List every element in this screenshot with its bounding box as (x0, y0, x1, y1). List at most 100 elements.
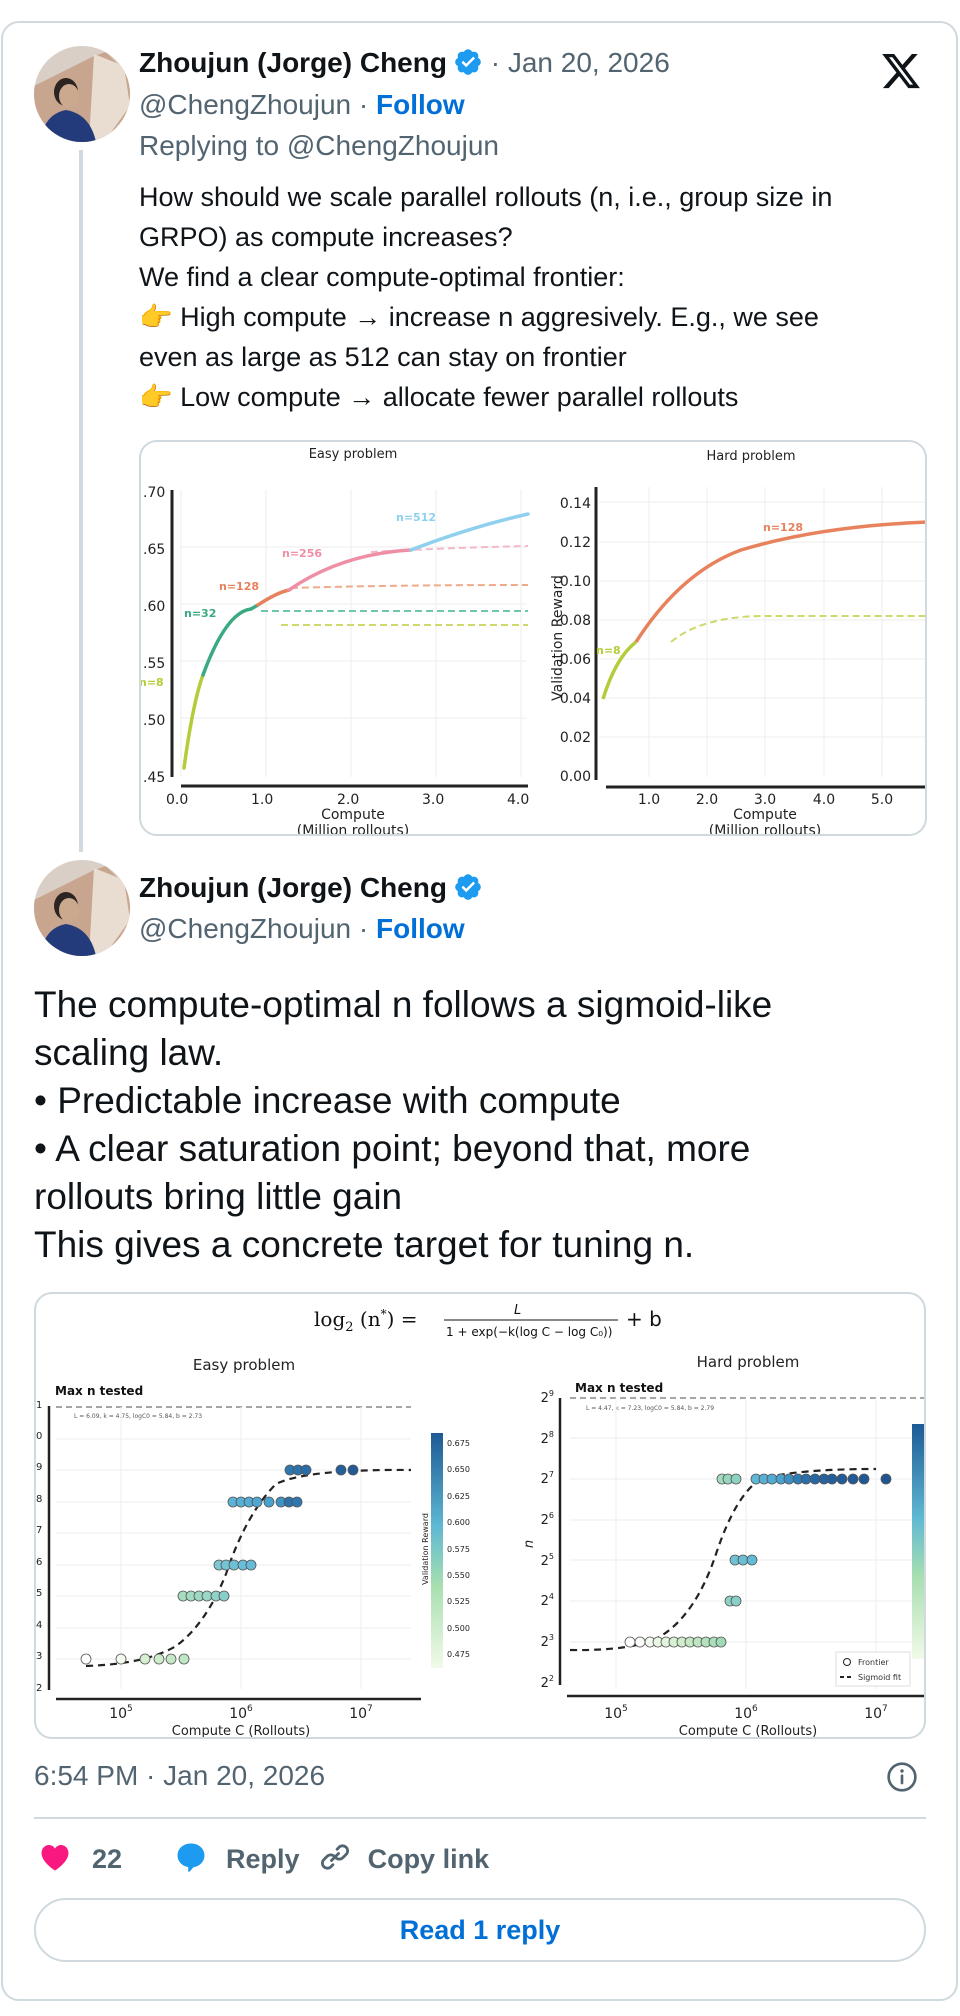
author-avatar[interactable] (34, 46, 130, 142)
svg-text:0.550: 0.550 (447, 1571, 470, 1580)
follow-button[interactable]: Follow (376, 89, 465, 120)
svg-text:2.0: 2.0 (696, 792, 718, 808)
svg-text:.45: .45 (143, 770, 165, 786)
tweet1-body: How should we scale parallel rollouts (n… (139, 177, 832, 417)
like-button[interactable]: 22 (38, 1840, 122, 1879)
author-handle[interactable]: @ChengZhoujun (139, 913, 352, 944)
svg-text:27: 27 (541, 1470, 554, 1487)
chart-title: Easy problem (309, 447, 398, 462)
svg-text:1.0: 1.0 (251, 792, 273, 808)
svg-text:n=8: n=8 (596, 644, 621, 657)
info-icon[interactable] (886, 1761, 918, 1793)
svg-text:.50: .50 (143, 713, 165, 729)
svg-text:4: 4 (36, 1620, 42, 1631)
svg-text:(Million rollouts): (Million rollouts) (297, 823, 409, 836)
svg-text:0.525: 0.525 (447, 1597, 470, 1606)
svg-text:n=32: n=32 (184, 607, 216, 620)
handle-row: @ChengZhoujun · Follow (139, 89, 465, 121)
reward-vs-compute-charts: Easy problem .70 .65 .60 .55 .50 .45 0.0 1.0 2.… (141, 447, 925, 836)
svg-text:2.0: 2.0 (337, 792, 359, 808)
svg-text:29: 29 (541, 1389, 554, 1406)
tweet1-media-image[interactable]: Easy problem .70 .65 .60 .55 .50 .45 0.0 1.0 2.… (139, 440, 927, 836)
separator: · (358, 913, 369, 944)
body-line: 👉 Low compute → allocate fewer parallel … (139, 382, 739, 412)
svg-text:0.10: 0.10 (560, 574, 591, 590)
verified-badge-icon (453, 872, 483, 902)
svg-text:28: 28 (541, 1430, 554, 1447)
tweet-timestamp[interactable]: 6:54 PM · Jan 20, 2026 (34, 1760, 326, 1791)
svg-text:0.02: 0.02 (560, 730, 591, 746)
author-name-row: Zhoujun (Jorge) Cheng (139, 872, 483, 904)
svg-text:4.0: 4.0 (813, 792, 835, 808)
svg-text:Compute C (Rollouts): Compute C (Rollouts) (172, 1724, 310, 1739)
svg-text:Compute C (Rollouts): Compute C (Rollouts) (679, 1724, 817, 1739)
author-avatar[interactable] (34, 860, 130, 956)
divider (34, 1817, 926, 1819)
svg-text:Validation Reward: Validation Reward (421, 1513, 430, 1585)
body-line: • Predictable increase with compute (34, 1080, 621, 1121)
svg-text:n: n (522, 1540, 537, 1548)
svg-text:Compute: Compute (321, 807, 385, 823)
author-handle[interactable]: @ChengZhoujun (139, 89, 352, 120)
body-line: This gives a concrete target for tuning … (34, 1224, 695, 1265)
body-line: • A clear saturation point; beyond that,… (34, 1128, 751, 1169)
svg-text:7: 7 (36, 1525, 42, 1536)
body-line: even as large as 512 can stay on frontie… (139, 342, 627, 372)
svg-text:4.0: 4.0 (507, 792, 529, 808)
svg-text:1 + exp(−k(log C − log C₀)): 1 + exp(−k(log C − log C₀)) (446, 1325, 612, 1339)
copy-link-button[interactable]: Copy link (318, 1840, 489, 1879)
svg-text:0: 0 (36, 1431, 42, 1442)
svg-text:log2 (n*) =: log2 (n*) = (314, 1307, 418, 1335)
svg-text:L: L (514, 1303, 521, 1318)
body-line: rollouts bring little gain (34, 1176, 403, 1217)
svg-text:0.06: 0.06 (560, 652, 591, 668)
svg-text:23: 23 (541, 1633, 554, 1650)
svg-text:Hard problem: Hard problem (697, 1353, 800, 1371)
tweet2-media-image[interactable]: log2 (n*) = L 1 + exp(−k(log C − log C₀)… (34, 1292, 926, 1739)
svg-text:0.625: 0.625 (447, 1492, 470, 1501)
handle-row: @ChengZhoujun · Follow (139, 913, 465, 945)
svg-text:Validation Reward: Validation Reward (550, 575, 566, 701)
svg-text:L = 6.09, k = 4.75, logC0 = 5.: L = 6.09, k = 4.75, logC0 = 5.84, b = 2.… (74, 1413, 202, 1420)
action-row: 22 Reply Copy link (38, 1842, 489, 1876)
svg-text:0.600: 0.600 (447, 1518, 470, 1527)
like-count: 22 (92, 1843, 123, 1874)
svg-text:105: 105 (109, 1704, 133, 1722)
svg-text:0.00: 0.00 (560, 769, 591, 785)
svg-text:1: 1 (36, 1400, 42, 1411)
tweet-date[interactable]: Jan 20, 2026 (507, 47, 670, 78)
svg-text:0.14: 0.14 (560, 496, 591, 512)
follow-button[interactable]: Follow (376, 913, 465, 944)
read-replies-button[interactable]: Read 1 reply (34, 1898, 926, 1962)
speech-bubble-icon (174, 1840, 208, 1879)
author-name-row: Zhoujun (Jorge) Cheng · Jan 20, 2026 (139, 47, 670, 79)
svg-text:3.0: 3.0 (754, 792, 776, 808)
verified-badge-icon (453, 47, 483, 77)
svg-text:106: 106 (229, 1704, 253, 1722)
svg-text:.55: .55 (143, 656, 165, 672)
author-name[interactable]: Zhoujun (Jorge) Cheng (139, 872, 447, 903)
replying-to[interactable]: Replying to @ChengZhoujun (139, 130, 499, 161)
svg-text:0.650: 0.650 (447, 1465, 470, 1474)
svg-text:0.675: 0.675 (447, 1439, 470, 1448)
tweet2-body: The compute-optimal n follows a sigmoid-… (34, 981, 772, 1269)
author-name[interactable]: Zhoujun (Jorge) Cheng (139, 47, 447, 78)
x-logo-icon[interactable] (880, 50, 922, 92)
svg-text:6: 6 (36, 1557, 42, 1568)
svg-text:25: 25 (541, 1552, 554, 1569)
svg-text:0.12: 0.12 (560, 535, 591, 551)
svg-text:26: 26 (541, 1511, 554, 1528)
optimal-n-scaling-charts: log2 (n*) = L 1 + exp(−k(log C − log C₀)… (36, 1303, 924, 1739)
svg-text:.60: .60 (143, 599, 165, 615)
svg-text:105: 105 (604, 1704, 628, 1722)
reply-button[interactable]: Reply (174, 1840, 300, 1879)
separator: · (358, 89, 369, 120)
body-line: GRPO) as compute increases? (139, 222, 513, 252)
svg-text:0.575: 0.575 (447, 1545, 470, 1554)
svg-text:9: 9 (36, 1462, 42, 1473)
svg-text:5.0: 5.0 (871, 792, 893, 808)
svg-text:n=512: n=512 (396, 511, 436, 524)
svg-text:Sigmoid fit: Sigmoid fit (858, 1673, 901, 1682)
separator: · (490, 47, 501, 78)
body-line: How should we scale parallel rollouts (n… (139, 182, 833, 212)
